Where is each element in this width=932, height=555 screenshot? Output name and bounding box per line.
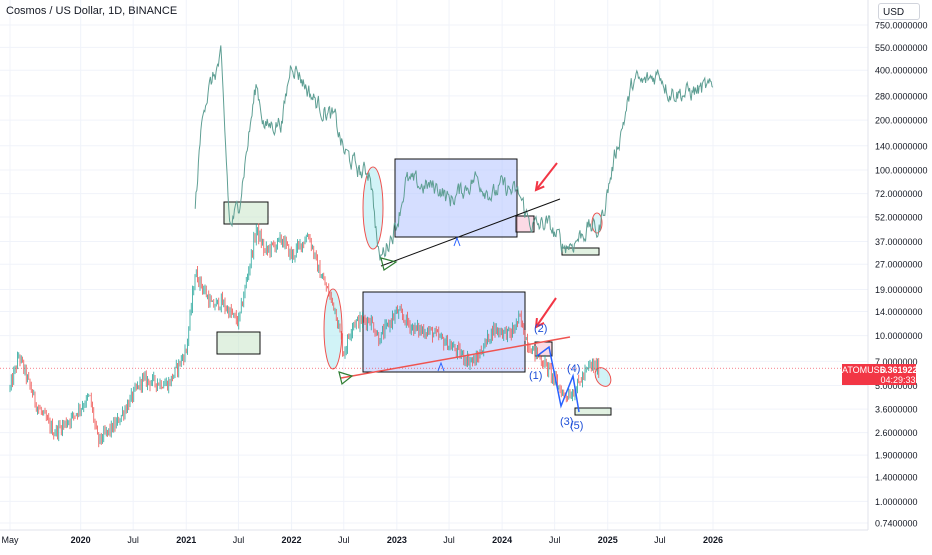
x-tick-label: 2026 [703, 535, 723, 545]
y-tick-label: 750.0000000 [875, 21, 928, 31]
range-box-upper [394, 158, 518, 238]
y-tick-label: 140.0000000 [875, 141, 928, 151]
time-axis: May 2020 Jul 2021 Jul 2022 Jul 2023 Jul 2024 Jul 20… [0, 529, 868, 545]
y-tick-label: 10.0000000 [875, 331, 923, 341]
last-price-symbol: ATOMUSD [842, 365, 887, 375]
last-price-label: ATOMUSD 6.3619228 04:29:33 [842, 364, 923, 385]
wave-label: (1) [529, 370, 542, 382]
x-tick-label: May [1, 535, 19, 545]
x-tick-label: 2022 [282, 535, 302, 545]
x-tick-label: 2023 [387, 535, 407, 545]
last-price-value: 6.3619228 [880, 365, 923, 375]
arrow-red-head [534, 317, 545, 329]
currency-selector-button[interactable]: USD [878, 3, 920, 20]
x-tick-label: Jul [338, 535, 350, 545]
accumulation-box [216, 331, 261, 355]
support-box [561, 247, 600, 256]
y-tick-label: 1.9000000 [875, 451, 918, 461]
y-tick-label: 7.0000000 [875, 357, 918, 367]
grid-layer [0, 0, 868, 530]
y-tick-label: 400.0000000 [875, 66, 928, 76]
x-tick-label: 2020 [71, 535, 91, 545]
y-tick-label: 14.0000000 [875, 307, 923, 317]
y-tick-label: 550.0000000 [875, 43, 928, 53]
annotation-layer-lines: (1) (2) (3) (4) (5) [0, 162, 868, 432]
pivot-triangle [380, 257, 398, 271]
chart-title: Cosmos / US Dollar, 1D, BINANCE [6, 5, 178, 17]
y-tick-label: 200.0000000 [875, 116, 928, 126]
wave-label: (5) [570, 420, 583, 432]
accumulation-box [223, 201, 269, 225]
arrow-red [535, 297, 557, 328]
wave-label: (2) [534, 323, 547, 335]
x-tick-label: 2021 [176, 535, 196, 545]
resistance-box [515, 215, 535, 233]
y-tick-label: 280.0000000 [875, 91, 928, 101]
x-tick-label: 2024 [492, 535, 512, 545]
y-tick-label: 19.0000000 [875, 285, 923, 295]
arrow-red [535, 162, 558, 191]
y-tick-label: 27.0000000 [875, 260, 923, 270]
series-layer [9, 45, 714, 448]
x-tick-label: Jul [549, 535, 561, 545]
trendline-upper [380, 198, 561, 267]
caret-mark [453, 236, 461, 247]
y-tick-label: 3.6000000 [875, 405, 918, 415]
caret-mark [437, 361, 445, 372]
x-tick-label: Jul [127, 535, 139, 545]
y-tick-label: 52.0000000 [875, 213, 923, 223]
y-tick-label: 37.0000000 [875, 237, 923, 247]
y-tick-label: 2.6000000 [875, 428, 918, 438]
y-tick-label: 72.0000000 [875, 189, 923, 199]
wave-path [536, 345, 580, 413]
x-tick-label: Jul [443, 535, 455, 545]
support-box [574, 407, 612, 416]
x-tick-label: Jul [654, 535, 666, 545]
highlight-ellipse [323, 288, 343, 370]
highlight-ellipse [362, 166, 384, 250]
x-tick-label: Jul [233, 535, 245, 545]
y-tick-label: 5.0000000 [875, 381, 918, 391]
y-tick-label: 0.7400000 [875, 519, 918, 529]
y-tick-label: 1.0000000 [875, 497, 918, 507]
wave-label: (4) [567, 363, 580, 375]
x-tick-label: 2025 [598, 535, 618, 545]
y-tick-label: 1.4000000 [875, 473, 918, 483]
wave-label: (3) [560, 416, 573, 428]
y-tick-label: 100.0000000 [875, 165, 928, 175]
bar-countdown: 04:29:33 [880, 375, 916, 385]
price-axis: 750.0000000 550.0000000 400.0000000 280.000… [867, 0, 928, 530]
trendline-lower [340, 336, 571, 379]
pivot-triangle [338, 371, 354, 386]
upper-price-line [194, 45, 714, 261]
arrow-red-head [534, 180, 545, 192]
